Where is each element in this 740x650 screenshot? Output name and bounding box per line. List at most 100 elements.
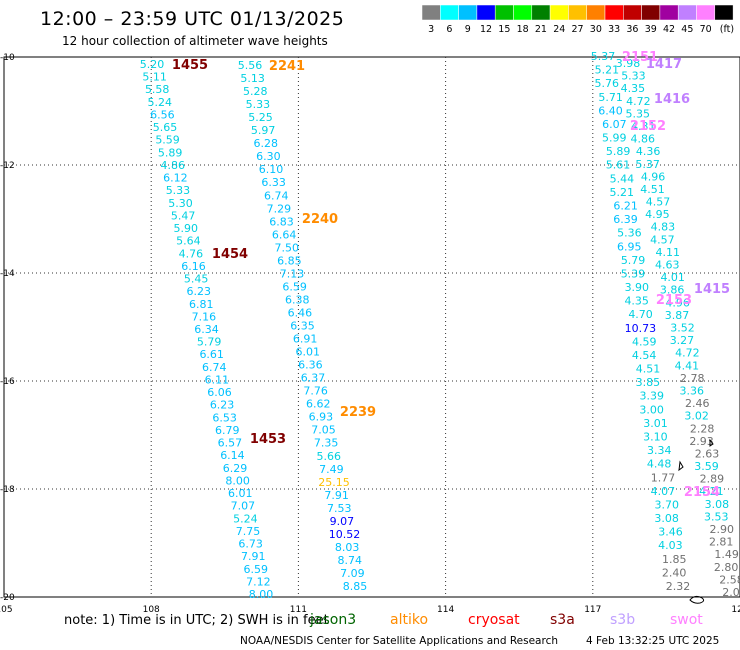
track-b-value: 8.85	[343, 580, 368, 593]
track-c-value: 5.21	[595, 64, 620, 77]
track-b-value: 6.74	[264, 189, 289, 202]
longitude-label: 105	[0, 605, 13, 612]
track-b-value: 6.37	[301, 372, 326, 385]
track-d-value: 5.33	[621, 70, 646, 83]
legend-item-jason3: jason3	[310, 612, 357, 628]
orbit-number-label: 2152	[630, 119, 666, 134]
track-c-value: 3.01	[643, 417, 668, 430]
track-d-value: 4.96	[665, 296, 690, 309]
colorbar-label: 36	[626, 24, 638, 35]
track-d-value: 2.93	[689, 435, 714, 448]
track-a-value: 6.79	[215, 424, 240, 437]
track-a-value: 8.00	[225, 474, 250, 487]
track-d-value: 3.86	[660, 284, 685, 297]
track-a-value: 6.29	[223, 462, 248, 475]
track-a-value: 5.90	[173, 222, 198, 235]
track-a-value: 8.00	[249, 588, 274, 601]
track-d-value: 2.28	[690, 422, 715, 435]
track-d-value: 3.59	[694, 460, 719, 473]
longitude-label: 108	[143, 605, 160, 612]
colorbar-label: 24	[553, 24, 565, 35]
track-c-value: 10.73	[625, 322, 657, 335]
track-b-value: 6.35	[290, 320, 315, 333]
latitude-label: -12	[0, 161, 15, 171]
track-a-value: 5.59	[155, 134, 180, 147]
track-c-value: 3.70	[655, 498, 680, 511]
colorbar-label: 21	[535, 24, 547, 35]
track-b-value: 7.29	[267, 202, 292, 215]
color-scale-bar: 3 6 9 12 15 18 21 24 27 30 33 36 39 42 45 70 (ft)	[422, 5, 734, 35]
track-d-value: 2.0	[722, 586, 740, 599]
track-c-value: 5.36	[617, 227, 642, 240]
track-c-value: 3.46	[658, 526, 683, 539]
legend-item-altiko: altiko	[390, 612, 429, 628]
colorbar-label: 12	[480, 24, 492, 35]
track-d-value: 4.57	[650, 233, 675, 246]
track-a-value: 5.89	[158, 146, 183, 159]
longitude-label: 117	[584, 605, 601, 612]
colorbar-label: 27	[572, 24, 584, 35]
track-d-value: 4.83	[651, 221, 676, 234]
track-a-value: 5.20	[140, 58, 165, 71]
track-b-value: 7.13	[280, 267, 305, 280]
latitude-label: -18	[0, 485, 15, 495]
track-b-value: 5.66	[317, 450, 342, 463]
orbit-number-label: 2240	[302, 212, 338, 227]
track-d-value: 4.96	[641, 170, 666, 183]
track-b-value: 7.91	[324, 489, 349, 502]
track-a-value: 6.74	[202, 361, 227, 374]
island-outline	[709, 438, 714, 447]
track-c-value: 5.76	[594, 77, 619, 90]
track-c-value: 4.59	[632, 335, 657, 348]
track-c-value: 5.79	[621, 254, 646, 267]
track-c-value: 5.37	[591, 50, 616, 63]
generation-timestamp: 4 Feb 13:32:25 UTC 2025	[586, 635, 720, 647]
track-b-value: 6.64	[272, 228, 297, 241]
track-c-value: 5.44	[610, 172, 635, 185]
track-d-value: 4.95	[645, 208, 670, 221]
legend-item-s3a: s3a	[550, 612, 575, 628]
track-b-value: 7.35	[314, 437, 339, 450]
wave-height-map: 105 108 111 114 117 120 -10 -12 -14 -16 -18 -20 5.20…	[0, 50, 740, 612]
track-d-value: 4.72	[675, 347, 700, 360]
track-d-value: 4.41	[675, 359, 700, 372]
track-b-value: 5.33	[246, 98, 271, 111]
colorbar-label: 9	[465, 24, 471, 35]
orbit-number-label: 2239	[340, 405, 376, 420]
track-d-value: 2.63	[695, 447, 720, 460]
track-b-value: 6.38	[285, 293, 310, 306]
track-b-value: 6.83	[269, 215, 294, 228]
latitude-label: -16	[0, 377, 15, 387]
colorbar-label: 30	[590, 24, 602, 35]
track-a-value: 6.11	[205, 373, 230, 386]
track-a-value: 5.45	[184, 273, 209, 286]
track-b-value: 8.03	[335, 541, 360, 554]
track-d-value: 2.78	[680, 372, 705, 385]
track-a-value: 6.16	[181, 260, 206, 273]
track-c-value: 2.32	[666, 580, 691, 593]
track-d-value: 4.36	[636, 145, 661, 158]
track-a-value: 7.16	[192, 310, 217, 323]
track-a-value: 6.34	[194, 323, 219, 336]
track-d-value: 4.51	[640, 183, 665, 196]
track-a-value: 6.14	[220, 449, 245, 462]
track-c-value: 3.85	[636, 376, 661, 389]
track-a-value: 6.53	[212, 411, 237, 424]
track-c-value: 4.03	[658, 539, 683, 552]
track-c-value: 1.77	[651, 471, 676, 484]
track-a-value: 5.64	[176, 235, 201, 248]
track-c-value: 5.89	[606, 145, 631, 158]
track-c-value: 1.85	[662, 553, 687, 566]
longitude-label: 111	[290, 605, 307, 612]
track-a-value: 5.65	[153, 121, 178, 134]
longitude-label: 114	[437, 605, 454, 612]
track-b-value: 7.05	[311, 424, 336, 437]
credit-text: NOAA/NESDIS Center for Satellite Applica…	[240, 635, 558, 647]
orbit-number-label: 1454	[212, 247, 248, 262]
track-a-value: 6.01	[228, 487, 253, 500]
track-c-value: 4.48	[647, 458, 672, 471]
colorbar-label: 45	[681, 24, 693, 35]
track-d-value: 3.02	[684, 410, 709, 423]
latitude-label: -14	[0, 269, 15, 279]
track-b-value: 9.07	[330, 515, 355, 528]
